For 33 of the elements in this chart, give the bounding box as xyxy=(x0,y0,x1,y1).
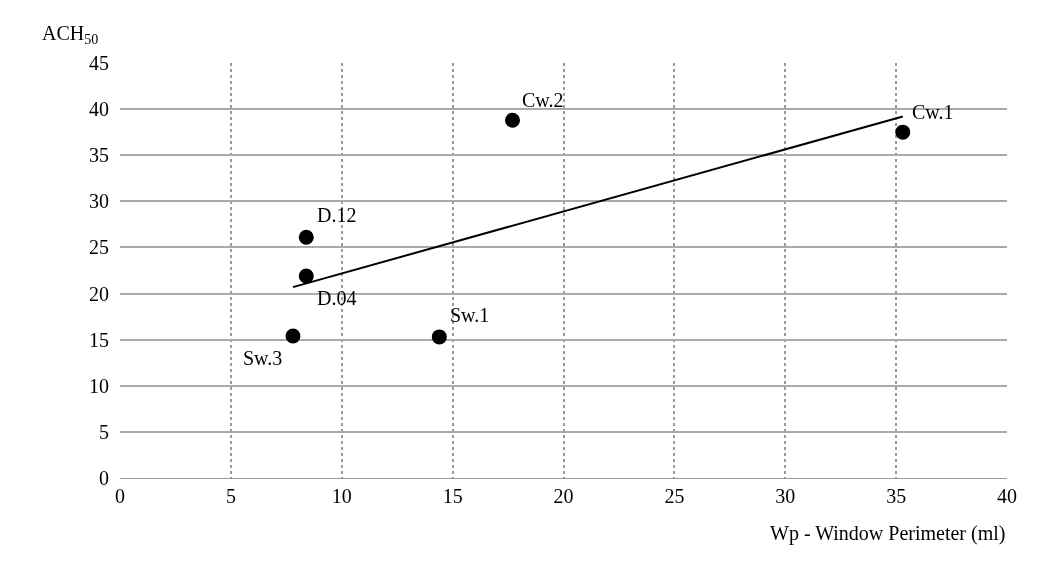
annotation: Sw.3 xyxy=(243,347,283,369)
y-axis-title: ACH$_{50}$ xyxy=(42,22,99,48)
y-tick-label: 0 xyxy=(99,467,109,489)
x-tick-label: 15 xyxy=(442,485,463,507)
x-tick-label: 0 xyxy=(115,485,125,507)
x-tick-label: 35 xyxy=(886,485,907,507)
point xyxy=(298,268,314,284)
y-tick-label: 15 xyxy=(89,328,109,351)
point xyxy=(895,124,911,140)
y-tick-label: 35 xyxy=(89,144,109,167)
y-tick-label: 45 xyxy=(89,52,109,74)
annotation: D.04 xyxy=(317,287,357,309)
x-tick-label: 30 xyxy=(775,485,796,507)
y-tick-label: 30 xyxy=(89,190,109,213)
x-tick-label: 5 xyxy=(225,485,236,507)
y-tick-label: 20 xyxy=(89,282,109,305)
x-tick-label: 20 xyxy=(553,485,574,507)
y-tick-label: 25 xyxy=(89,236,109,259)
point xyxy=(431,329,447,345)
y-tick-label: 10 xyxy=(89,374,109,397)
point xyxy=(505,112,520,128)
x-tick-label: 25 xyxy=(664,485,685,507)
annotation: Sw.1 xyxy=(450,304,490,326)
x-tick-label: 40 xyxy=(997,485,1017,507)
annotation: Cw.1 xyxy=(912,101,954,123)
point xyxy=(298,229,314,245)
y-tick-label: 5 xyxy=(99,420,109,443)
y-tick-label: 40 xyxy=(89,98,109,121)
annotation: Cw.2 xyxy=(522,89,564,111)
point xyxy=(285,328,301,344)
annotation: D.12 xyxy=(317,204,357,226)
x-axis-title: Wp - Window Perimeter (ml) xyxy=(770,522,1006,545)
x-tick-label: 10 xyxy=(331,485,352,507)
